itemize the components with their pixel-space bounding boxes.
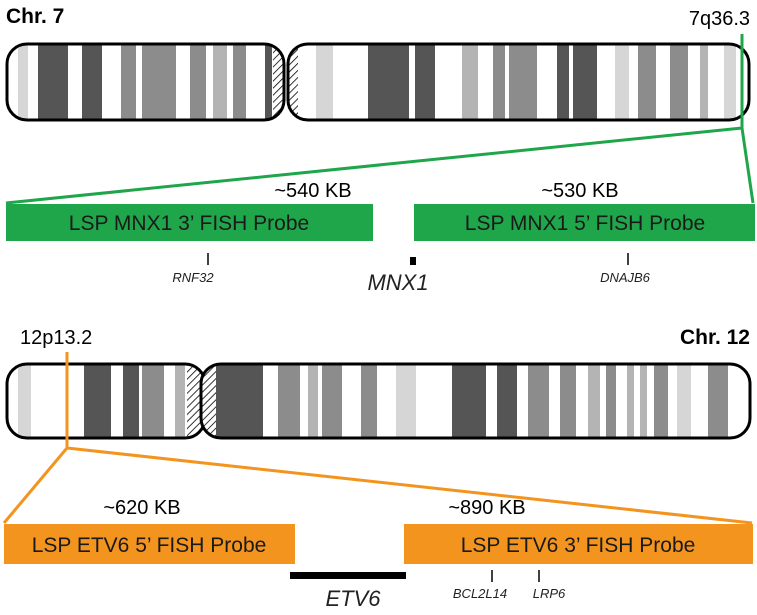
probe-etv6-5-size: ~620 KB: [103, 497, 180, 519]
chr12-p-arm: [7, 364, 205, 438]
chr7-p-arm: [7, 44, 284, 120]
probe-etv6-5-label: LSP ETV6 5’ FISH Probe: [32, 534, 267, 557]
chromosome-12: [5, 362, 752, 440]
probe-etv6-5-bar: [4, 524, 295, 564]
gene-bcl2l14-label: BCL2L14: [453, 586, 507, 601]
gene-mnx1-marker: [410, 257, 416, 265]
probe-mnx1-5-bar: [414, 204, 755, 241]
probe-mnx1-5-label: LSP MNX1 5’ FISH Probe: [465, 212, 705, 235]
gene-dnajb6-label: DNAJB6: [600, 270, 651, 285]
probe-mnx1-3-size: ~540 KB: [274, 180, 351, 202]
chr12-title: Chr. 12: [680, 326, 750, 349]
chr7-locus-marker: [5, 34, 755, 205]
gene-lrp6-label: LRP6: [533, 586, 566, 601]
gene-mnx1-label: MNX1: [367, 270, 428, 295]
chr7-q-arm: [288, 44, 749, 120]
probe-mnx1-3-label: LSP MNX1 3’ FISH Probe: [69, 212, 309, 235]
chromosome-7: [5, 42, 751, 122]
gene-etv6-label: ETV6: [325, 586, 381, 611]
chr12-locus-marker: [2, 352, 753, 525]
chr7-title: Chr. 7: [6, 5, 64, 28]
gene-rnf32-label: RNF32: [172, 270, 214, 285]
probe-etv6-3-size: ~890 KB: [448, 497, 525, 519]
probe-etv6-3-bar: [404, 524, 753, 564]
chr12-locus-label: 12p13.2: [20, 327, 92, 349]
probe-mnx1-5-size: ~530 KB: [541, 180, 618, 202]
gene-etv6-bar: [290, 572, 406, 579]
probe-etv6-3-label: LSP ETV6 3’ FISH Probe: [461, 534, 696, 557]
probe-mnx1-3-bar: [6, 204, 373, 241]
chr12-q-arm: [201, 364, 750, 438]
chr7-locus-label: 7q36.3: [689, 8, 750, 30]
